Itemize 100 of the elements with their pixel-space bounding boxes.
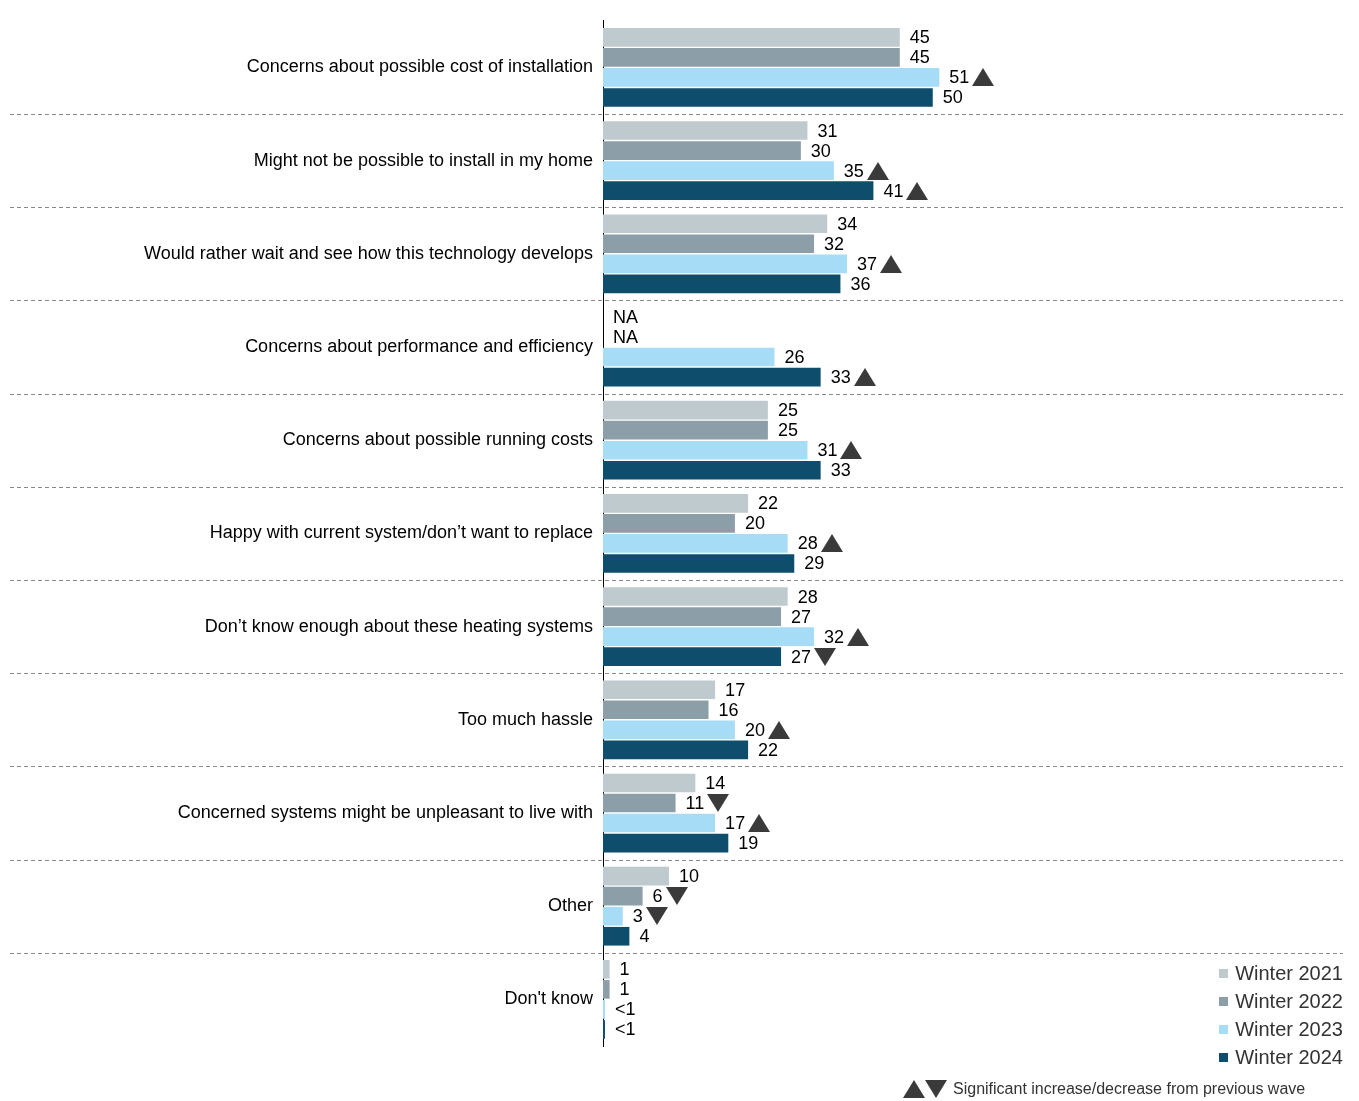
data-label: 25 (777, 420, 798, 441)
bar (603, 926, 630, 946)
data-label: 6 (652, 886, 663, 907)
bar (603, 514, 735, 533)
bar (603, 88, 933, 107)
data-label: 50 (942, 87, 963, 108)
data-label: 36 (850, 273, 871, 294)
y-tick-label: Concerns about possible running costs (282, 429, 593, 450)
data-label: 22 (758, 493, 779, 514)
bar (603, 161, 834, 180)
legend-label: Winter 2022 (1235, 989, 1343, 1013)
bar (603, 647, 782, 666)
legend-label: Winter 2024 (1235, 1045, 1343, 1069)
data-label: 1 (619, 979, 630, 1000)
data-label: 41 (883, 180, 904, 201)
legend-label: Winter 2021 (1235, 961, 1343, 985)
data-label: 3 (632, 906, 643, 927)
data-label: <1 (614, 1019, 636, 1040)
bar (603, 680, 716, 700)
y-tick-label: Would rather wait and see how this technology develops (144, 242, 593, 263)
data-label: 25 (777, 400, 798, 421)
y-tick-label: Might not be possible to install in my home (253, 149, 593, 170)
bar (603, 886, 643, 906)
data-label: 51 (949, 67, 970, 88)
data-label: 37 (857, 253, 878, 274)
bar (603, 587, 788, 606)
bar (603, 740, 749, 760)
data-label: 32 (824, 233, 845, 254)
y-tick-label: Concerned systems might be unpleasant to live with (177, 801, 593, 822)
bar (603, 700, 709, 720)
data-label: 17 (725, 679, 746, 700)
data-label: 32 (824, 626, 845, 647)
data-label: 31 (817, 440, 838, 461)
data-label: 17 (725, 812, 746, 833)
data-label: 34 (837, 213, 858, 234)
bar (603, 28, 900, 47)
bar (603, 274, 841, 294)
data-label: 14 (705, 772, 726, 793)
data-label: 16 (718, 699, 739, 720)
data-label: 4 (639, 926, 650, 947)
bar (603, 866, 669, 886)
data-label: 28 (797, 533, 818, 554)
data-label: 28 (797, 586, 818, 607)
bar (603, 627, 815, 646)
bar (603, 420, 768, 440)
bar (603, 181, 874, 200)
data-label: <1 (614, 999, 636, 1020)
data-label: 20 (744, 513, 765, 534)
data-label: 10 (678, 866, 699, 887)
bar (603, 607, 782, 626)
bar (603, 440, 808, 460)
bar (603, 460, 821, 480)
data-label: 30 (810, 140, 831, 161)
data-label: 29 (804, 553, 825, 574)
bar (603, 554, 795, 573)
bar (603, 400, 768, 420)
bar (603, 234, 815, 254)
text: Significant increase/decrease from previous wave (953, 1080, 1306, 1098)
bar (603, 720, 735, 740)
data-label: 45 (909, 47, 930, 68)
bar (603, 773, 696, 793)
data-label: 11 (685, 792, 705, 813)
data-label: 27 (791, 646, 812, 667)
y-tick-label: Concerns about performance and efficiency (245, 335, 593, 356)
text: NA (613, 326, 639, 347)
data-label: 26 (784, 346, 805, 367)
y-tick-label: Concerns about possible cost of installation (246, 56, 593, 77)
y-tick-label: Don't know (504, 988, 594, 1009)
legend-label: Winter 2023 (1235, 1017, 1343, 1041)
bar (603, 254, 848, 274)
bar (603, 980, 610, 999)
data-label: 20 (744, 719, 765, 740)
data-label: 35 (843, 160, 864, 181)
data-label: 27 (791, 606, 812, 627)
y-tick-label: Don’t know enough about these heating systems (204, 615, 593, 636)
data-label: 45 (909, 27, 930, 48)
data-label: 19 (738, 833, 759, 854)
bar (603, 121, 808, 140)
bar (603, 141, 801, 160)
bar (603, 813, 716, 833)
text: NA (613, 306, 639, 327)
bar (603, 833, 729, 853)
data-label: 33 (830, 367, 851, 388)
y-tick-label: Happy with current system/don’t want to replace (209, 522, 593, 543)
bar (603, 793, 676, 813)
bar (603, 48, 900, 67)
y-tick-label: Too much hassle (457, 708, 593, 729)
data-label: 33 (830, 460, 851, 481)
bar (603, 214, 828, 234)
y-tick-label: Other (547, 895, 593, 916)
data-label: 22 (758, 739, 779, 760)
bar (603, 367, 821, 387)
bar (603, 906, 623, 926)
bar (603, 494, 749, 513)
bar (603, 534, 788, 553)
bar (603, 960, 610, 979)
bar (603, 68, 940, 87)
data-label: 1 (619, 959, 630, 980)
bar (603, 347, 775, 367)
data-label: 31 (817, 120, 838, 141)
